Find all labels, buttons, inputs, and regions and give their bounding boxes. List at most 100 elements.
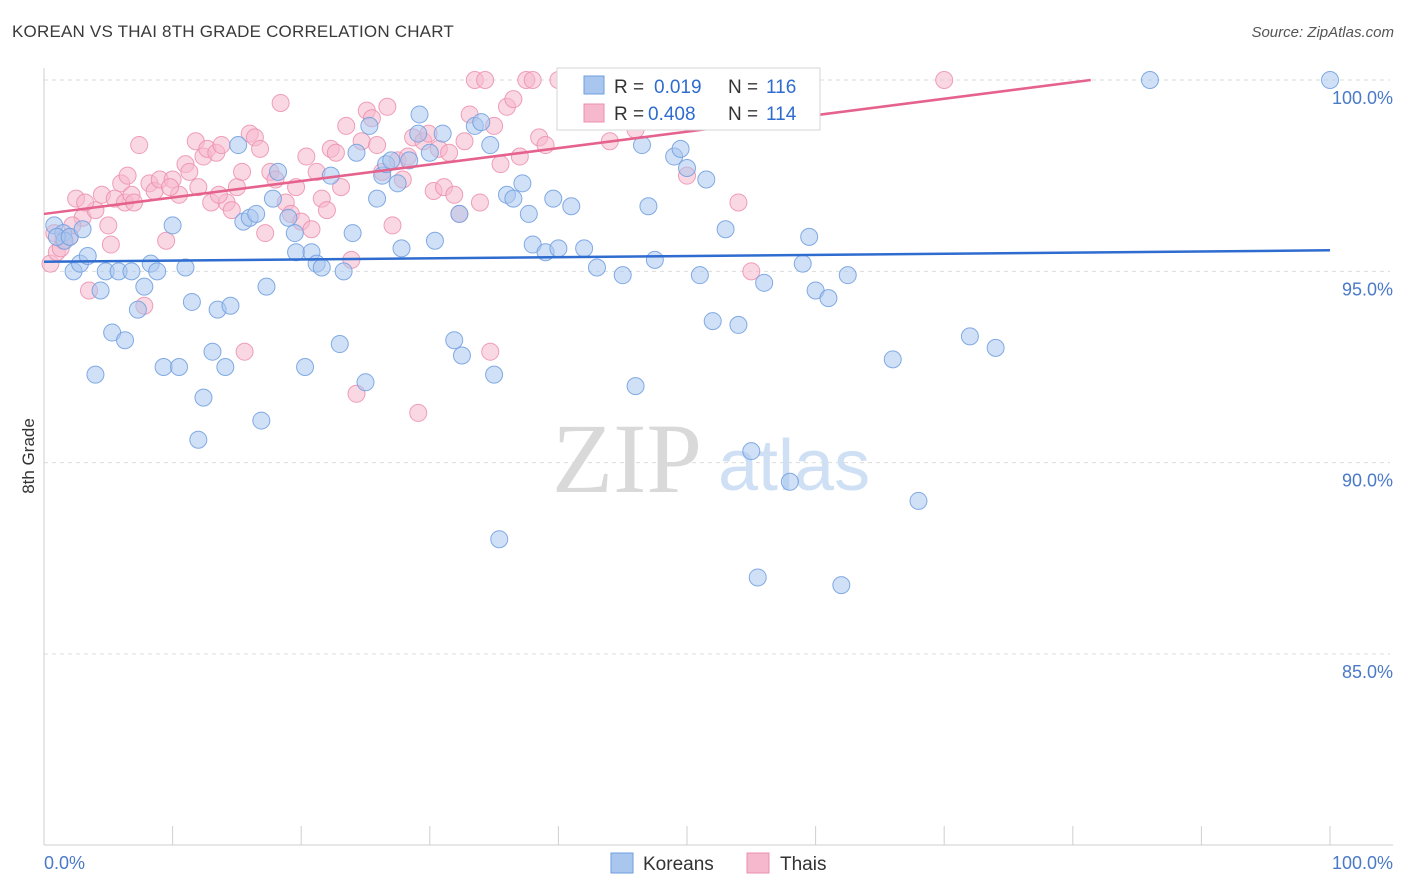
thai-point [118, 166, 137, 185]
thai-point [383, 216, 402, 235]
korean-point [128, 300, 147, 319]
korean-point [481, 136, 500, 155]
legend-thai-n-value: 114 [766, 104, 797, 125]
korean-point [382, 151, 401, 170]
korean-point [330, 335, 349, 354]
korean-point [1140, 71, 1159, 89]
korean-point [356, 373, 375, 392]
korean-point [613, 266, 632, 285]
korean-point [163, 216, 182, 235]
legend-thai-r-label: R = [614, 104, 644, 125]
korean-point [452, 346, 471, 365]
korean-point [780, 472, 799, 491]
thai-point [742, 262, 761, 281]
korean-point [229, 136, 248, 155]
korean-point [148, 262, 167, 281]
korean-point [587, 258, 606, 277]
korean-point [485, 365, 504, 384]
korean-point [703, 312, 722, 331]
korean-point [182, 292, 201, 311]
thai-point [481, 342, 500, 361]
thai-point [504, 90, 523, 109]
korean-point [400, 151, 419, 170]
korean-point [562, 197, 581, 216]
y-tick-label: 95.0% [1342, 279, 1393, 299]
korean-point [645, 250, 664, 269]
korean-point [334, 262, 353, 281]
korean-point [450, 204, 469, 223]
korean-point [122, 262, 141, 281]
legend-korean-r-label: R = [614, 77, 644, 98]
thai-point [409, 403, 428, 422]
korean-point [257, 277, 276, 296]
thai-point [157, 231, 176, 250]
y-tick-label: 90.0% [1342, 471, 1393, 491]
korean-point [252, 411, 271, 430]
korean-point [203, 342, 222, 361]
korean-point [544, 189, 563, 208]
korean-point [221, 296, 240, 315]
korean-point [639, 197, 658, 216]
thai-point [212, 136, 231, 155]
series-legend: Koreans Thais [610, 852, 826, 875]
thai-point [222, 201, 241, 220]
thai-point [271, 93, 290, 112]
thai-point [101, 235, 120, 254]
korean-point [490, 530, 509, 549]
korean-point [1321, 71, 1339, 89]
korean-point [883, 350, 902, 369]
thai-point [76, 193, 95, 212]
korean-point [285, 224, 304, 243]
korean-point [392, 239, 411, 258]
korean-point [690, 266, 709, 285]
thai-point [337, 116, 356, 135]
korean-point [819, 289, 838, 308]
korean-point [838, 266, 857, 285]
thai-point [476, 71, 495, 89]
korean-point [519, 204, 538, 223]
korean-point [176, 258, 195, 277]
thai-point [378, 97, 397, 116]
watermark-atlas: atlas [718, 426, 870, 506]
series-legend-thai-swatch [746, 852, 770, 874]
thai-point [523, 71, 542, 89]
y-tick-label: 85.0% [1342, 662, 1393, 682]
korean-point [86, 365, 105, 384]
korean-point [269, 162, 288, 181]
axes-layer [43, 68, 1393, 846]
legend-korean-r-value: 0.019 [654, 77, 702, 98]
watermark-zip: ZIP [552, 403, 702, 514]
chart-title: KOREAN VS THAI 8TH GRADE CORRELATION CHA… [12, 22, 454, 41]
korean-point [347, 143, 366, 162]
korean-point [729, 315, 748, 334]
korean-point [287, 243, 306, 262]
korean-point [504, 189, 523, 208]
korean-point [368, 189, 387, 208]
thai-point [99, 216, 118, 235]
thai-trend-line [43, 78, 1091, 216]
korean-point [420, 143, 439, 162]
korean-point [678, 159, 696, 178]
x-tick-label: 0.0% [44, 853, 85, 873]
korean-point [832, 576, 851, 595]
korean-point [986, 338, 1005, 357]
korean-point [247, 204, 266, 223]
stats-legend-korean-swatch [583, 75, 605, 95]
thai-point [233, 162, 252, 181]
korean-point [388, 174, 407, 193]
series-legend-korean-swatch [610, 852, 634, 874]
korean-point [91, 281, 110, 300]
korean-point [800, 227, 819, 246]
korean-point [793, 254, 812, 273]
thai-point [935, 71, 954, 89]
korean-point [716, 220, 735, 239]
korean-point [343, 224, 362, 243]
korean-point [263, 189, 282, 208]
thai-point [368, 136, 387, 155]
thai-point [130, 136, 149, 155]
korean-point [433, 124, 452, 143]
stats-legend-thai-swatch [583, 103, 605, 123]
thai-point [317, 201, 336, 220]
y-axis-title: 8th Grade [19, 418, 38, 494]
